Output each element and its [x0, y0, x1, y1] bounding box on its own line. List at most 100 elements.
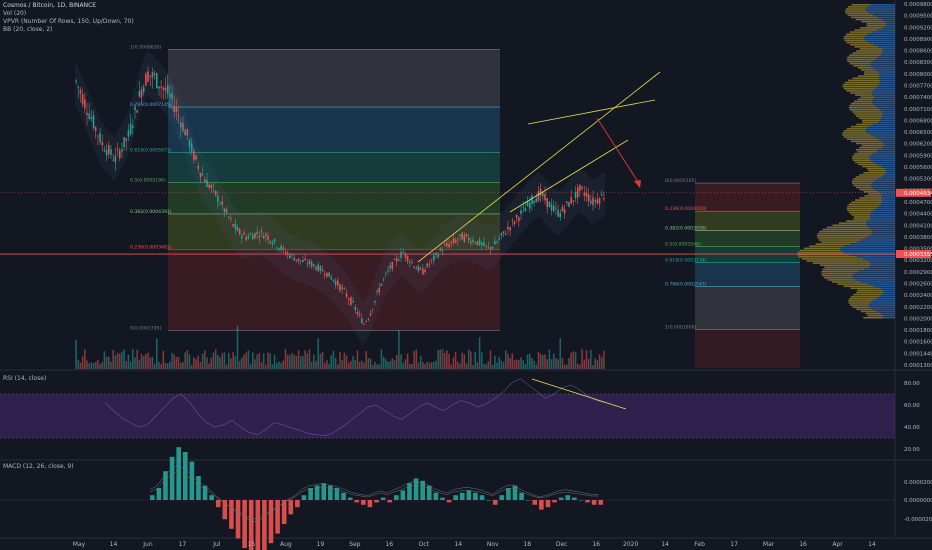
candle-body — [363, 324, 365, 326]
volume-bar — [234, 356, 237, 369]
candle-body — [101, 142, 104, 146]
candle-body — [245, 237, 247, 240]
candle-body — [485, 245, 487, 247]
volume-profile-bar-down — [848, 79, 880, 82]
volume-profile-bar-up — [884, 167, 895, 170]
macd-histogram-bar — [479, 495, 485, 500]
volume-profile-bar-up — [871, 92, 895, 94]
candle-body — [470, 241, 472, 244]
volume-bar — [188, 354, 191, 369]
volume-profile-bar-up — [870, 155, 895, 157]
volume-bar — [426, 361, 429, 369]
price-tick-label: 0.0002000 — [904, 316, 932, 322]
fib-zone-right — [695, 211, 800, 231]
candle-body — [350, 297, 352, 305]
macd-histogram-bar — [558, 497, 564, 500]
volume-bar — [230, 358, 232, 369]
volume-profile-bar-up — [882, 113, 895, 115]
macd-histogram-bar — [176, 447, 181, 500]
volume-profile-bar-down — [847, 205, 879, 208]
candle-body — [247, 236, 250, 239]
macd-histogram-bar — [413, 478, 419, 500]
volume-profile-bar-up — [871, 100, 895, 103]
volume-profile-bar-down — [846, 207, 876, 210]
candle-body — [234, 223, 237, 229]
volume-profile-bar-up — [867, 283, 895, 285]
volume-bar — [236, 325, 239, 369]
volume-bar — [275, 363, 278, 369]
macd-histogram-bar — [262, 500, 267, 550]
volume-profile-bar-down — [858, 163, 878, 166]
candle-body — [459, 234, 461, 237]
volume-bar — [550, 359, 553, 369]
candle-body — [201, 174, 204, 176]
trend-line-upper — [417, 71, 661, 263]
chart-legend: Cosmos / Bitcoin, 1D, BINANCE Vol (20) V… — [3, 2, 134, 34]
macd-histogram-bar — [196, 476, 201, 500]
candle-body — [559, 212, 562, 218]
candle-body — [332, 279, 335, 282]
price-tick-label: 0.0007700 — [904, 84, 932, 90]
macd-histogram-bar — [321, 483, 327, 500]
volume-bar — [105, 356, 108, 369]
candle-body — [417, 266, 420, 272]
volume-bar — [99, 364, 101, 369]
candle-body — [258, 236, 261, 238]
macd-pane-label[interactable]: MACD (12, 26, close, 9) — [3, 463, 74, 470]
volume-bar — [160, 364, 162, 369]
volume-bar — [313, 354, 315, 369]
volume-bar — [302, 356, 304, 369]
candle-body — [105, 150, 108, 156]
candle-body — [188, 140, 191, 147]
volume-profile-bar-down — [843, 136, 875, 138]
fib-level-label: 0.236(0.0004460) — [665, 206, 707, 212]
vol-indicator-label[interactable]: Vol (20) — [3, 10, 27, 17]
volume-profile-bar-up — [883, 174, 895, 176]
volume-profile-bar-down — [866, 25, 886, 27]
volume-profile-bar-up — [877, 29, 895, 31]
volume-profile-bar-up — [876, 310, 895, 313]
candle-body — [476, 240, 479, 246]
volume-profile-bar-up — [869, 235, 895, 237]
volume-profile-bar-down — [854, 199, 883, 201]
candle-body — [428, 263, 431, 265]
volume-bar — [544, 354, 546, 369]
candle-body — [90, 117, 93, 120]
volume-profile-bar-down — [845, 12, 869, 14]
candle-body — [561, 206, 564, 212]
volume-profile-bar-down — [803, 247, 841, 250]
candle-body — [147, 71, 149, 82]
volume-bar — [557, 359, 559, 369]
bb-indicator-label[interactable]: BB (20, close, 2) — [3, 26, 53, 33]
volume-profile-bar-up — [864, 268, 895, 271]
volume-profile-bar-up — [872, 300, 895, 302]
fib-level-label: 0.382(0.0003958) — [665, 226, 707, 232]
volume-bar — [75, 339, 77, 369]
volume-profile-bar-down — [843, 285, 874, 287]
volume-profile-bar-up — [877, 178, 895, 180]
volume-profile-bar-up — [868, 226, 895, 229]
volume-profile-bar-down — [854, 161, 874, 164]
fib-zone-right — [695, 246, 800, 263]
volume-bar — [382, 356, 385, 369]
volume-profile-bar-down — [855, 18, 882, 21]
volume-profile-bar-up — [870, 134, 895, 136]
volume-bar — [596, 360, 599, 369]
volume-bar — [228, 352, 230, 369]
volume-bar — [116, 352, 119, 369]
volume-bar — [241, 357, 243, 369]
rsi-pane-label[interactable]: RSI (14, close) — [3, 375, 47, 382]
volume-bar — [101, 362, 104, 369]
volume-profile-bar-down — [846, 41, 869, 44]
macd-histogram-bar — [248, 500, 254, 550]
candle-body — [387, 270, 389, 272]
candle-body — [308, 260, 311, 264]
candle-body — [461, 232, 463, 240]
volume-bar — [337, 364, 339, 369]
volume-bar — [430, 362, 433, 369]
vpvr-indicator-label[interactable]: VPVR (Number Of Rows, 150, Up/Down, 70) — [3, 18, 134, 25]
volume-bar — [581, 349, 583, 369]
volume-bar — [166, 363, 169, 369]
volume-profile-bar-up — [874, 96, 895, 98]
candle-body — [136, 110, 138, 113]
